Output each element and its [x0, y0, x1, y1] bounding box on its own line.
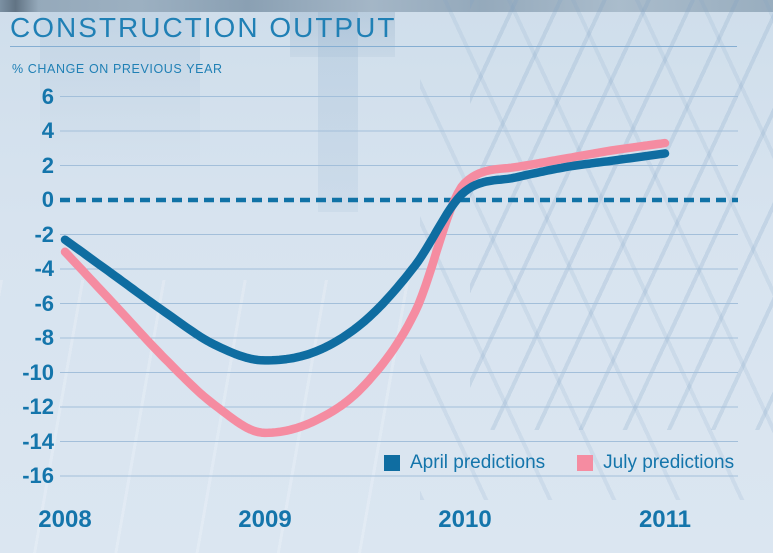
title-underline — [10, 46, 737, 47]
y-tick-label: -6 — [34, 290, 54, 316]
x-tick-label: 2008 — [38, 506, 92, 533]
legend: April predictions July predictions — [384, 452, 734, 474]
legend-item-april: April predictions — [384, 452, 545, 474]
y-tick-label: -14 — [22, 428, 54, 454]
y-axis-unit-label: % CHANGE ON PREVIOUS YEAR — [12, 62, 223, 76]
x-tick-label: 2009 — [238, 506, 292, 533]
april-legend-label: April predictions — [410, 452, 546, 473]
legend-item-july: July predictions — [577, 452, 734, 474]
y-tick-label: -12 — [22, 394, 54, 419]
y-tick-label: 0 — [41, 187, 54, 212]
x-tick-label: 2011 — [638, 506, 692, 533]
background-photo-strip — [0, 0, 773, 12]
y-tick-label: 6 — [41, 83, 54, 109]
y-tick-label: 2 — [41, 152, 54, 178]
y-tick-label: -10 — [22, 359, 54, 385]
y-tick-label: -4 — [34, 256, 54, 281]
july-legend-label: July predictions — [603, 452, 735, 473]
july-legend-swatch — [577, 455, 594, 471]
y-tick-label: 4 — [41, 118, 54, 143]
july-predictions-line — [60, 138, 670, 438]
april-predictions-line — [60, 149, 670, 365]
y-tick-label: -8 — [34, 325, 54, 350]
x-tick-label: 2010 — [438, 506, 492, 533]
april-legend-swatch — [384, 455, 400, 471]
page-title: CONSTRUCTION OUTPUT — [10, 12, 397, 43]
y-tick-label: -2 — [34, 221, 54, 247]
y-tick-label: -16 — [22, 463, 54, 488]
